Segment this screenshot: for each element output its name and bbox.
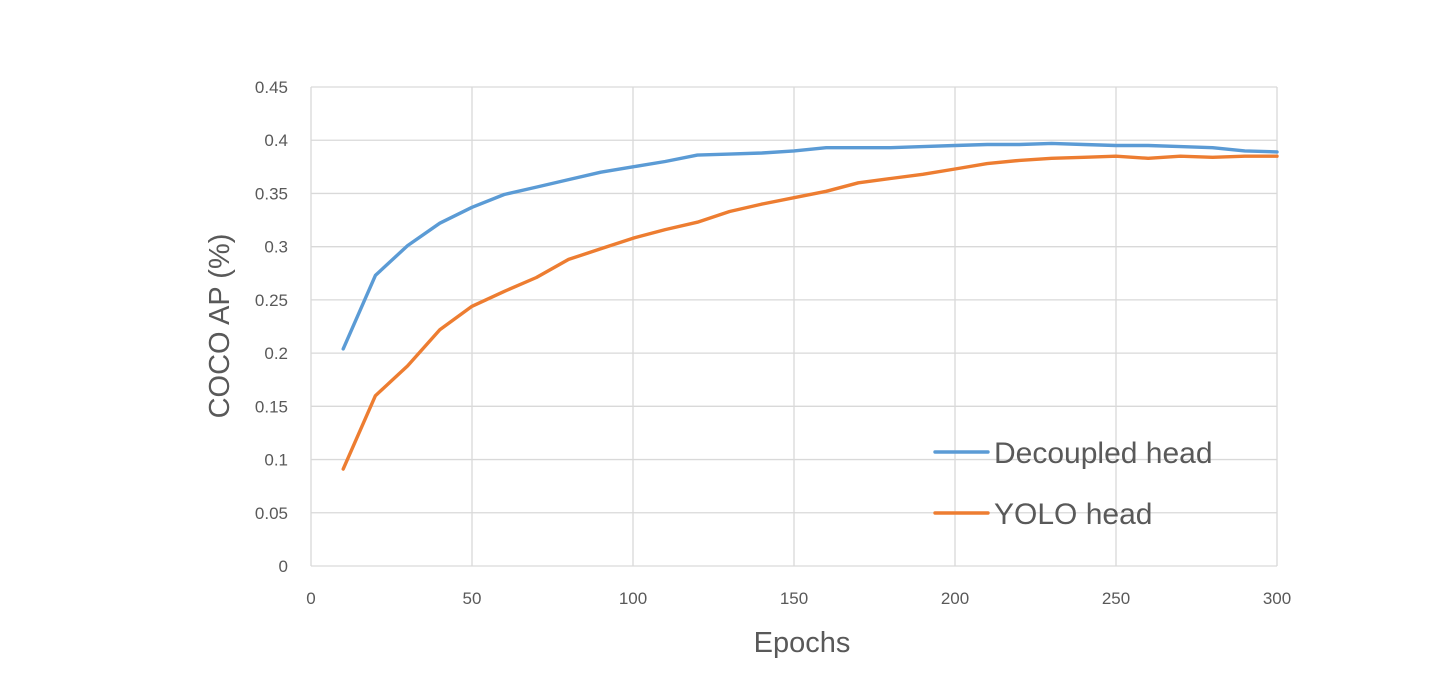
y-tick-label: 0.05 [255, 504, 288, 523]
series-lines [341, 141, 1279, 471]
x-tick-label: 100 [619, 589, 647, 608]
x-tick-label: 300 [1263, 589, 1291, 608]
legend-label: YOLO head [994, 498, 1152, 531]
x-tick-label: 200 [941, 589, 969, 608]
legend-label: Decoupled head [994, 437, 1213, 470]
x-tick-label: 0 [306, 589, 315, 608]
series-line-decoupled-head [341, 141, 1279, 351]
y-tick-label: 0.1 [264, 451, 288, 470]
legend: Decoupled head YOLO head [933, 437, 1213, 531]
x-tick-label: 150 [780, 589, 808, 608]
tick-labels: 0 0.05 0.1 0.15 0.2 0.25 0.3 0.35 0.4 0.45 0 50 100 1… [255, 78, 1291, 608]
y-tick-label: 0.3 [264, 238, 288, 257]
y-axis-title: COCO AP (%) [204, 234, 236, 419]
y-tick-label: 0 [279, 557, 288, 576]
series-line-yolo-head [341, 154, 1279, 471]
y-tick-label: 0.25 [255, 291, 288, 310]
x-tick-label: 50 [463, 589, 482, 608]
y-tick-label: 0.2 [264, 344, 288, 363]
y-tick-label: 0.35 [255, 184, 288, 203]
x-tick-label: 250 [1102, 589, 1130, 608]
x-axis-title: Epochs [754, 627, 851, 659]
y-tick-label: 0.15 [255, 397, 288, 416]
axes [310, 87, 1277, 567]
y-tick-label: 0.4 [264, 131, 288, 150]
y-tick-label: 0.45 [255, 78, 288, 97]
